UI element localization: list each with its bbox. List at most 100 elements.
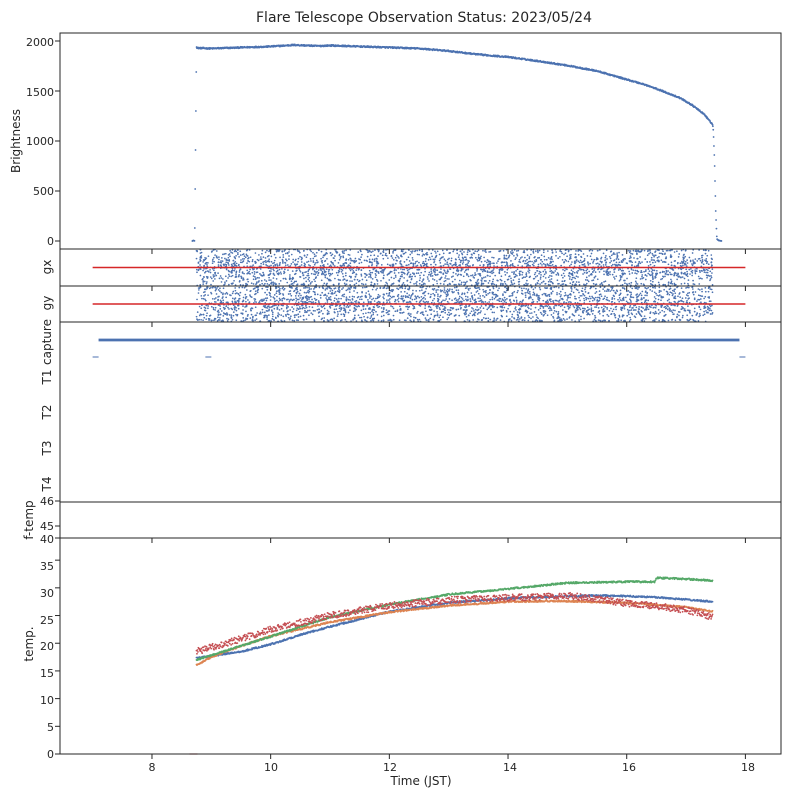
- gx-point: [651, 272, 654, 274]
- gx-point: [268, 258, 270, 261]
- gx-point: [487, 282, 490, 284]
- gx-point: [504, 257, 507, 260]
- gx-point: [564, 252, 567, 255]
- gy-point: [469, 298, 472, 300]
- gy-point: [670, 292, 673, 294]
- gx-point: [227, 254, 230, 256]
- gx-point: [302, 274, 305, 276]
- gx-point: [530, 253, 532, 256]
- gx-point: [604, 256, 607, 259]
- gx-point: [282, 277, 285, 280]
- gy-point: [356, 291, 359, 294]
- gx-point: [454, 258, 457, 260]
- gx-point: [537, 279, 540, 282]
- gx-point: [413, 283, 415, 285]
- gx-point: [323, 282, 326, 285]
- gy-point: [244, 297, 247, 300]
- gx-point: [590, 258, 593, 261]
- gx-point: [680, 271, 683, 274]
- gx-point: [464, 281, 467, 284]
- gx-point: [592, 279, 595, 282]
- gx-point: [377, 250, 380, 253]
- gx-point: [212, 256, 215, 259]
- gy-point: [613, 297, 616, 300]
- gx-point: [673, 274, 676, 276]
- gy-point: [239, 291, 242, 294]
- gx-point: [391, 283, 394, 285]
- gy-point: [344, 318, 347, 321]
- gx-point: [683, 277, 686, 280]
- gx-point: [426, 262, 428, 265]
- gy-point: [289, 309, 291, 311]
- gx-point: [482, 249, 484, 252]
- gx-point: [279, 256, 281, 259]
- gx-point: [336, 274, 339, 277]
- gx-point: [202, 281, 205, 283]
- gx-point: [457, 270, 459, 273]
- gy-point: [655, 292, 657, 295]
- gx-point: [343, 282, 346, 285]
- gx-point: [677, 255, 680, 258]
- gx-point: [660, 252, 662, 255]
- gx-point: [525, 272, 528, 274]
- gx-point: [593, 276, 596, 279]
- gx-point: [477, 253, 480, 256]
- gy-point: [643, 315, 646, 318]
- gx-point: [338, 279, 340, 281]
- gx-point: [563, 269, 566, 272]
- gx-point: [241, 271, 244, 273]
- gx-point: [332, 283, 335, 286]
- gx-point: [624, 258, 627, 260]
- gx-point: [639, 262, 642, 265]
- gx-point: [226, 259, 229, 262]
- gy-point: [289, 293, 292, 295]
- gy-point: [351, 298, 354, 301]
- gx-point: [272, 265, 275, 267]
- gx-point: [438, 278, 441, 281]
- gx-point: [394, 274, 397, 277]
- gy-point: [439, 289, 442, 291]
- gy-point: [419, 305, 422, 307]
- gx-point: [541, 264, 543, 266]
- brightness-ytick-1500: 1500: [26, 86, 54, 99]
- gx-point: [428, 256, 431, 259]
- gx-point: [560, 264, 563, 267]
- gy-point: [659, 311, 661, 314]
- gx-point: [458, 279, 461, 282]
- gx-point: [374, 272, 377, 275]
- gy-point: [667, 319, 670, 322]
- gx-point: [237, 249, 239, 251]
- gx-point: [324, 276, 327, 279]
- gy-point: [307, 289, 310, 292]
- gx-point: [336, 252, 338, 254]
- gy-point: [392, 307, 395, 310]
- gx-point: [545, 272, 547, 274]
- gy-point: [308, 300, 310, 303]
- gx-point: [613, 276, 615, 278]
- gy-point: [556, 292, 558, 294]
- gx-point: [270, 260, 273, 263]
- gy-point: [618, 300, 621, 303]
- gx-point: [511, 283, 513, 285]
- gx-point: [651, 275, 654, 277]
- gx-point: [481, 270, 484, 273]
- gx-point: [275, 270, 278, 273]
- gx-point: [402, 281, 405, 284]
- gx-point: [705, 268, 708, 271]
- gx-point: [707, 249, 710, 252]
- gx-point: [510, 280, 513, 282]
- gx-point: [348, 275, 351, 278]
- gx-point: [406, 269, 409, 272]
- gx-point: [525, 273, 528, 276]
- gx-point: [474, 250, 477, 252]
- gx-point: [610, 250, 613, 253]
- gy-point: [580, 294, 583, 297]
- gx-point: [573, 271, 576, 274]
- gx-point: [521, 273, 523, 276]
- gx-point: [418, 261, 420, 264]
- gx-point: [661, 270, 664, 273]
- gx-point: [547, 257, 550, 259]
- gx-point: [365, 274, 368, 277]
- gx-point: [657, 281, 660, 284]
- gx-point: [311, 280, 313, 283]
